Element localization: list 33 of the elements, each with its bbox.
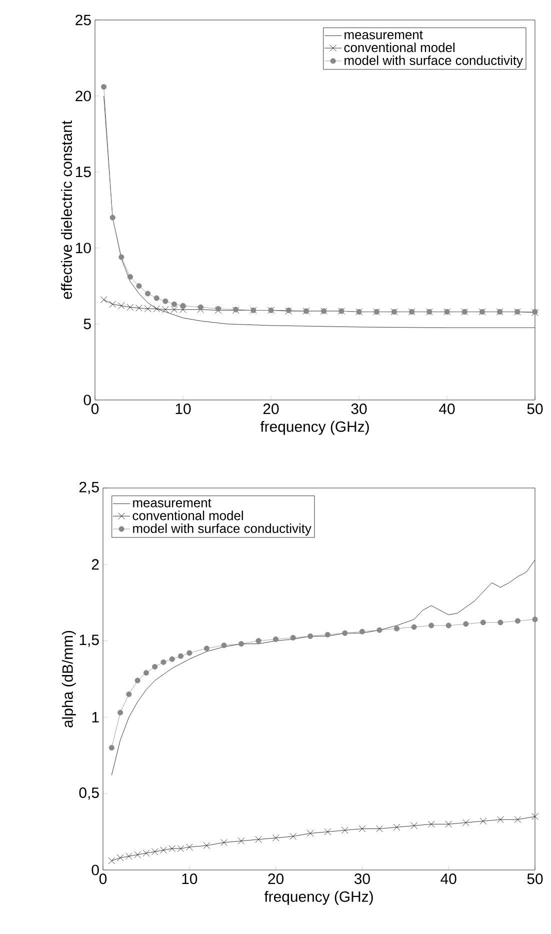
x-axis-title: frequency (GHz) [260,420,369,435]
y-tick-label: 10 [76,242,91,254]
y-tick-label: 25 [76,14,91,26]
x-tick-label: 30 [351,404,367,414]
legend-label: conventional model [344,42,454,52]
y-tick-label: 0 [84,394,91,406]
y-axis-title: effective dielectric constant [61,120,72,299]
y-tick-label: 5 [84,318,91,330]
x-tick-label: 20 [263,404,279,414]
x-tick-label: 10 [182,874,198,884]
x-tick-label: 40 [439,404,455,414]
y-tick-label: 15 [76,166,91,178]
legend-label: conventional model [132,510,243,520]
y-tick-label: 2 [92,559,99,570]
y-tick-label: 1,5 [80,634,99,647]
x-tick-label: 50 [527,404,543,414]
legend-label: measurement [133,498,212,508]
y-tick-label: 0,5 [79,787,99,800]
y-tick-label: 2,5 [79,482,99,494]
x-axis-title: frequency (GHz) [264,890,373,905]
legend-label: measurement [344,30,423,40]
y-tick-label: 20 [76,90,91,102]
legend-label: model with surface conductivity [344,56,523,68]
y-tick-label: 1 [92,712,99,722]
x-tick-label: 10 [176,404,191,414]
y-tick-label: 0 [92,864,99,876]
legend-label: model with surface conductivity [133,524,312,536]
x-tick-label: 50 [527,874,543,884]
x-tick-label: 0 [99,874,107,884]
x-tick-label: 20 [268,874,284,884]
x-tick-label: 40 [440,874,456,884]
x-tick-label: 30 [354,874,370,884]
y-axis-title: alpha (dB/mm) [62,630,76,728]
